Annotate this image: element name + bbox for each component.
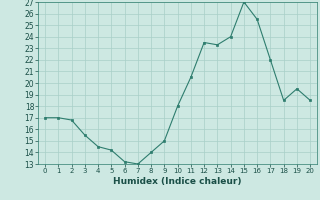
X-axis label: Humidex (Indice chaleur): Humidex (Indice chaleur)	[113, 177, 242, 186]
